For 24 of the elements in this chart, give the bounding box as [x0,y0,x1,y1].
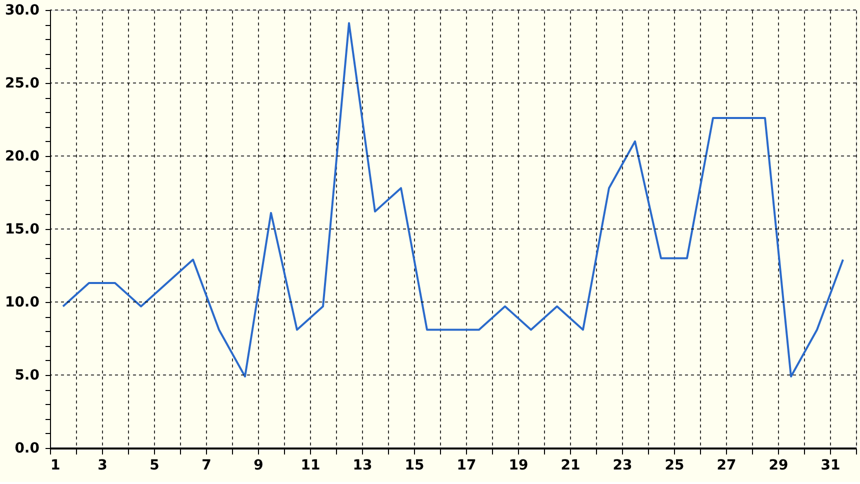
y-tick-label: 5.0 [14,368,40,384]
x-tick-label: 31 [820,458,840,474]
x-tick-label: 25 [664,458,684,474]
x-tick-label: 11 [300,458,320,474]
y-tick-label: 30.0 [4,2,40,18]
x-tick-label: 27 [716,458,736,474]
line-series [62,22,844,378]
x-tick-label: 5 [150,458,160,474]
x-tick-label: 17 [456,458,476,474]
x-tick-label: 29 [768,458,788,474]
x-tick-label: 15 [404,458,424,474]
x-tick-label: 9 [254,458,264,474]
y-tick-label: 0.0 [14,440,40,456]
y-tick-label: 15.0 [4,222,40,238]
x-tick-label: 1 [50,458,60,474]
x-tick-label: 7 [202,458,212,474]
y-tick-label: 25.0 [4,76,40,92]
x-tick-label: 3 [98,458,108,474]
y-tick-label: 20.0 [4,148,40,164]
x-tick-label: 19 [508,458,528,474]
y-tick-label: 10.0 [4,294,40,310]
x-tick-label: 23 [612,458,632,474]
x-tick-label: 13 [352,458,372,474]
x-tick-label: 21 [560,458,580,474]
